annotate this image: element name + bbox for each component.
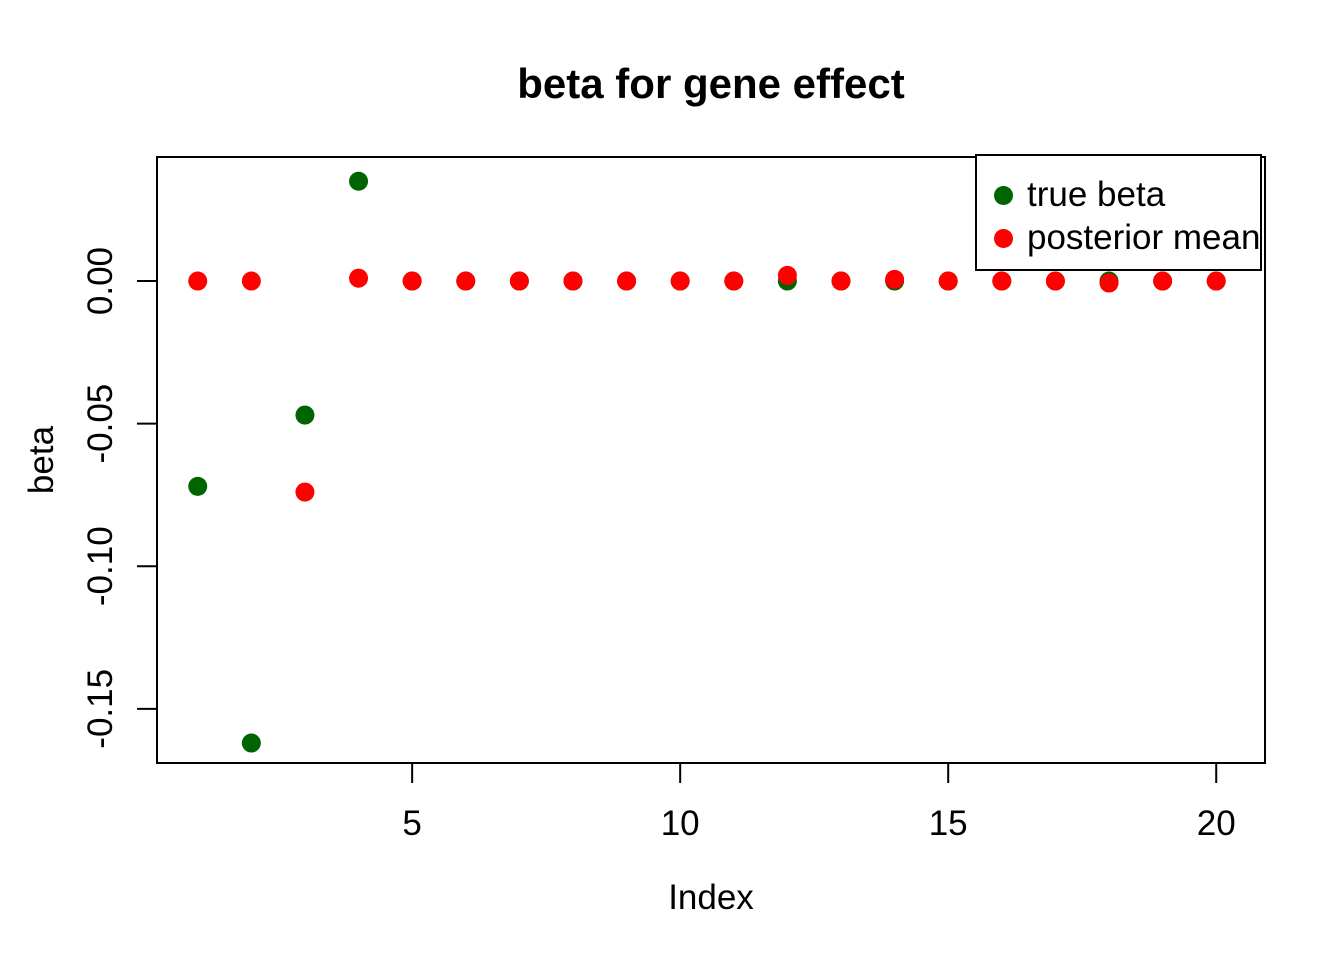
legend-dot-true-beta-icon — [994, 185, 1013, 205]
point-posterior-mean-4 — [349, 268, 369, 288]
y-tick-label: -0.15 — [81, 669, 120, 749]
point-posterior-mean-14 — [885, 269, 905, 289]
point-true-beta-1 — [188, 476, 208, 496]
point-posterior-mean-19 — [1153, 271, 1173, 291]
y-tick-label: 0.00 — [81, 247, 120, 315]
x-tick-label: 10 — [661, 804, 700, 843]
x-tick-label: 5 — [402, 804, 421, 843]
point-posterior-mean-8 — [563, 271, 583, 291]
plot-border — [156, 156, 1266, 764]
point-true-beta-4 — [349, 171, 369, 191]
legend-box: true beta posterior mean — [975, 154, 1262, 271]
point-true-beta-2 — [241, 733, 261, 753]
point-posterior-mean-6 — [456, 271, 476, 291]
x-axis-label: Index — [668, 878, 754, 917]
point-posterior-mean-7 — [509, 271, 529, 291]
point-posterior-mean-16 — [992, 271, 1012, 291]
point-posterior-mean-5 — [402, 271, 422, 291]
y-tick-label: -0.10 — [81, 526, 120, 606]
point-posterior-mean-15 — [938, 271, 958, 291]
legend-label-true-beta: true beta — [1027, 175, 1166, 214]
point-true-beta-3 — [295, 405, 315, 425]
point-posterior-mean-2 — [241, 271, 261, 291]
y-tick-label: -0.05 — [81, 384, 120, 464]
y-axis-label: beta — [22, 425, 61, 495]
legend-label-posterior-mean: posterior mean — [1027, 218, 1261, 257]
point-posterior-mean-11 — [724, 271, 744, 291]
point-posterior-mean-1 — [188, 271, 208, 291]
point-posterior-mean-9 — [617, 271, 637, 291]
point-posterior-mean-12 — [777, 265, 797, 285]
point-posterior-mean-20 — [1206, 271, 1226, 291]
point-posterior-mean-3 — [295, 482, 315, 502]
chart-title: beta for gene effect — [517, 60, 905, 107]
legend-item-posterior-mean: posterior mean — [994, 218, 1261, 257]
point-posterior-mean-18 — [1099, 273, 1119, 293]
x-tick-label: 20 — [1197, 804, 1236, 843]
legend-item-true-beta: true beta — [994, 175, 1166, 214]
point-posterior-mean-10 — [670, 271, 690, 291]
legend-dot-posterior-mean-icon — [994, 228, 1013, 248]
point-posterior-mean-13 — [831, 271, 851, 291]
x-tick-label: 15 — [929, 804, 968, 843]
point-posterior-mean-17 — [1045, 271, 1065, 291]
